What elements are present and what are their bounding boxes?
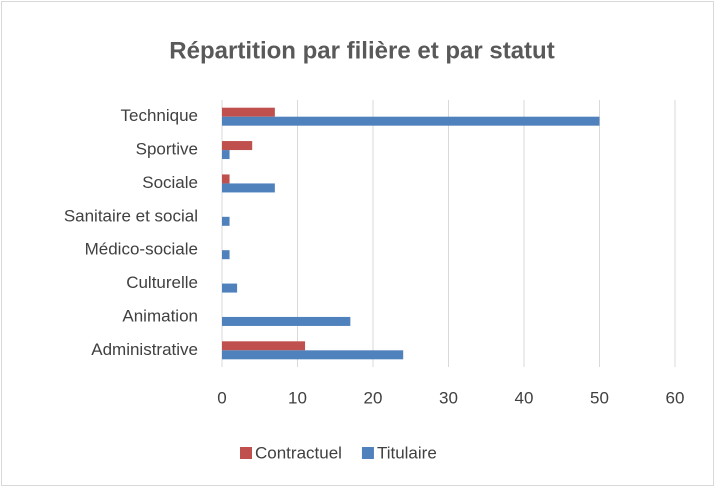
bar	[222, 116, 600, 126]
x-tick-label: 20	[364, 388, 383, 407]
x-tick-label: 0	[217, 388, 226, 407]
bar	[222, 341, 306, 351]
bar	[222, 174, 230, 184]
chart-title: Répartition par filière et par statut	[169, 37, 554, 64]
x-tick-label: 50	[590, 388, 609, 407]
bar	[222, 250, 230, 260]
y-tick-label: Technique	[120, 106, 198, 125]
x-tick-label: 30	[439, 388, 458, 407]
y-tick-label: Sanitaire et social	[64, 206, 198, 225]
bar	[222, 183, 275, 193]
y-tick-label: Administrative	[91, 340, 198, 359]
y-tick-label: Culturelle	[126, 273, 198, 292]
bar	[222, 150, 230, 160]
legend-label: Titulaire	[377, 443, 437, 462]
bar	[222, 107, 275, 117]
x-tick-label: 60	[666, 388, 685, 407]
bar	[222, 316, 351, 326]
bar	[222, 216, 230, 226]
bar	[222, 283, 238, 293]
legend-label: Contractuel	[255, 443, 342, 462]
y-tick-label: Animation	[122, 306, 198, 325]
legend-swatch	[361, 447, 374, 459]
y-tick-label: Sociale	[142, 173, 198, 192]
bar	[222, 350, 404, 360]
y-tick-label: Sportive	[136, 140, 198, 159]
x-tick-label: 10	[288, 388, 307, 407]
legend-swatch	[240, 447, 252, 459]
x-tick-label: 40	[515, 388, 534, 407]
bar	[222, 141, 253, 151]
y-tick-label: Médico-sociale	[85, 240, 198, 259]
